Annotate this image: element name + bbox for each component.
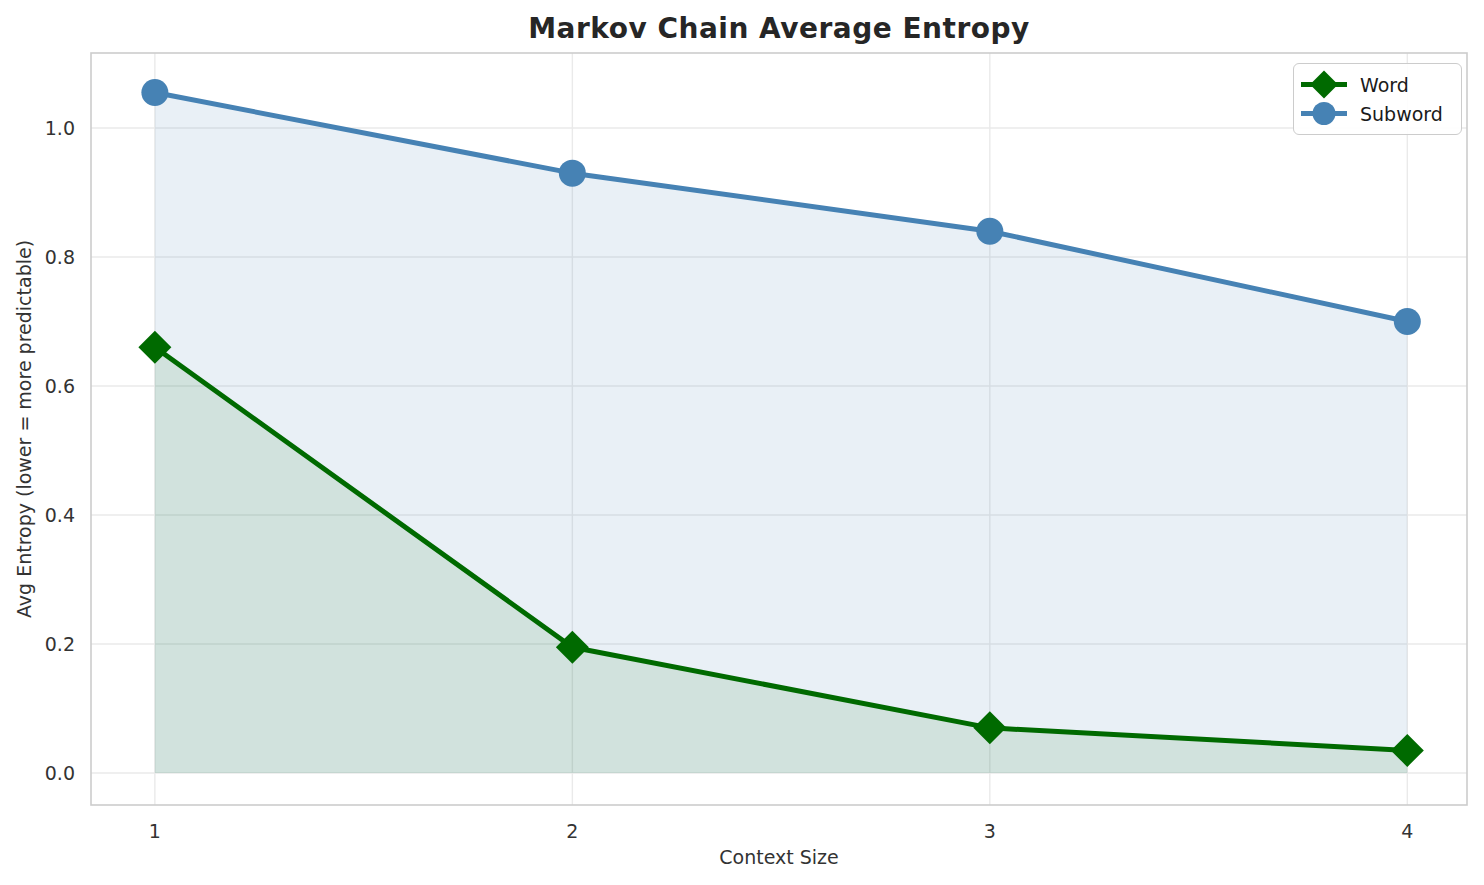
y-tick-label-0.0: 0.0 [45, 762, 75, 784]
x-tick-label-3: 3 [984, 820, 996, 842]
diamond-marker-icon [1300, 70, 1348, 99]
figure: Markov Chain Average Entropy Avg Entropy… [0, 0, 1484, 885]
legend-item-subword: Subword [1300, 99, 1451, 128]
subword-marker-3 [976, 218, 1003, 245]
circle-marker-icon [1300, 99, 1348, 128]
y-tick-label-0.6: 0.6 [45, 375, 75, 397]
y-tick-label-0.2: 0.2 [45, 633, 75, 655]
x-tick-label-1: 1 [149, 820, 161, 842]
y-axis-label: Avg Entropy (lower = more predictable) [13, 240, 35, 618]
subword-marker-2 [559, 160, 586, 187]
y-tick-label-0.8: 0.8 [45, 246, 75, 268]
legend-item-word: Word [1300, 70, 1451, 99]
legend-label-word: Word [1360, 74, 1409, 96]
chart-plot-area: 0.0 0.2 0.4 0.6 0.8 1.0 1 2 3 4 [0, 0, 1484, 885]
y-tick-label-1.0: 1.0 [45, 117, 75, 139]
subword-marker-4 [1394, 308, 1421, 335]
x-tick-label-4: 4 [1401, 820, 1413, 842]
y-tick-label-0.4: 0.4 [45, 504, 75, 526]
x-tick-label-2: 2 [566, 820, 578, 842]
legend: Word Subword [1293, 63, 1462, 135]
subword-marker-1 [141, 79, 168, 106]
legend-label-subword: Subword [1360, 103, 1443, 125]
x-axis-label: Context Size [91, 846, 1467, 868]
chart-title: Markov Chain Average Entropy [91, 12, 1467, 45]
